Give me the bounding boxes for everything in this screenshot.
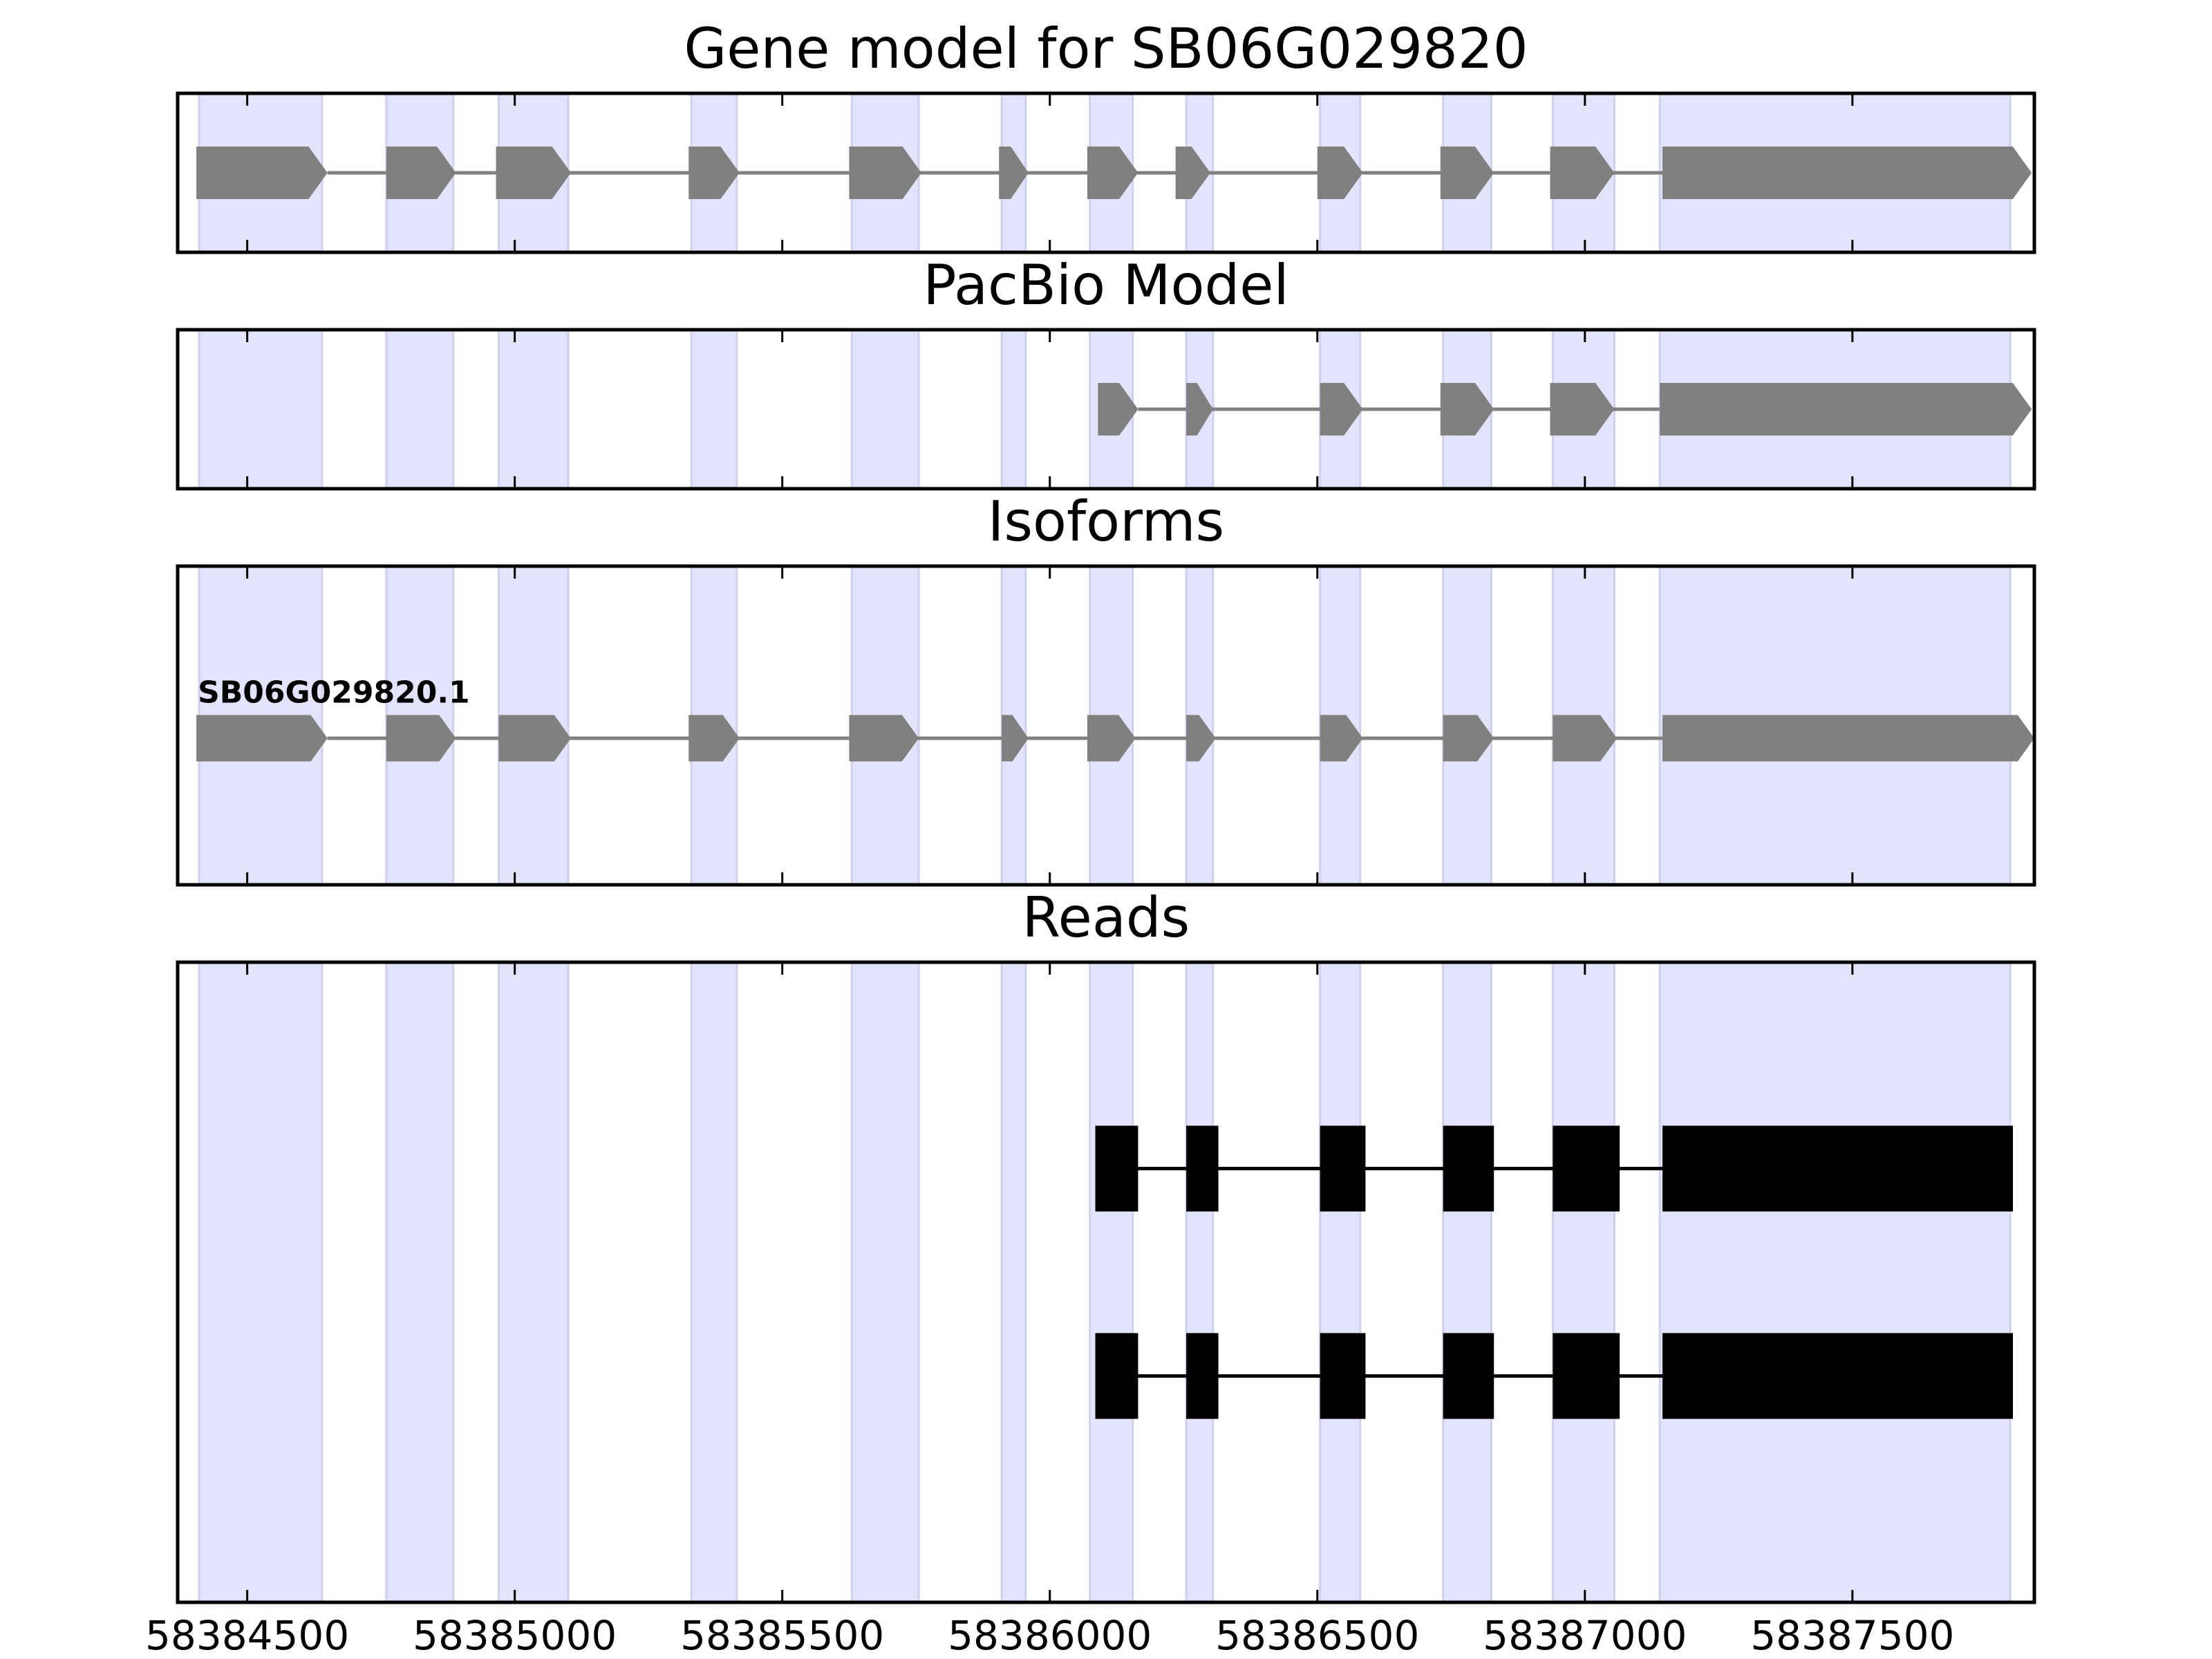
x-tick-label: 58385000 xyxy=(413,1612,617,1659)
exon-arrow xyxy=(1320,383,1363,435)
exon-arrow xyxy=(1550,147,1615,199)
exon-arrow xyxy=(1186,383,1213,435)
exon-shade-region xyxy=(198,328,324,490)
exon-shade-region xyxy=(1000,961,1027,1604)
panel-gene-model-for-sb06g029820: Gene model for SB06G029820 xyxy=(176,17,2036,254)
panel-frame xyxy=(176,91,2036,254)
read-exon-block xyxy=(1662,1333,2014,1419)
exon-arrow xyxy=(688,147,740,199)
exon-arrow xyxy=(498,715,571,762)
read-exon-block xyxy=(1443,1125,1494,1212)
panel-title: Isoforms xyxy=(988,489,1224,554)
panel-title: Gene model for SB06G029820 xyxy=(684,17,1528,81)
exon-arrow xyxy=(496,147,571,199)
read-track xyxy=(1095,1333,2014,1419)
exon-arrow xyxy=(849,715,919,762)
exon-shade-region xyxy=(1185,961,1215,1604)
exon-shade-region xyxy=(198,961,324,1604)
exon-shade-region xyxy=(690,328,738,490)
x-tick-label: 58387000 xyxy=(1483,1612,1687,1659)
exon-arrow xyxy=(1087,147,1138,199)
exon-shade-region xyxy=(497,961,570,1604)
exon-shade-region xyxy=(385,961,455,1604)
exon-shade-region xyxy=(1658,961,2012,1604)
exon-shade-region xyxy=(1442,961,1492,1604)
exon-arrow xyxy=(849,147,921,199)
read-exon-block xyxy=(1443,1333,1494,1419)
exon-arrow xyxy=(1087,715,1136,762)
panel-frame xyxy=(176,328,2036,491)
isoform-label: SB06G029820.1 xyxy=(198,675,470,710)
exon-shade-region xyxy=(1319,961,1362,1604)
exon-arrow xyxy=(386,147,456,199)
read-exon-block xyxy=(1095,1333,1138,1419)
panel-frame xyxy=(176,960,2036,1604)
exon-arrow xyxy=(999,147,1029,199)
exon-arrow xyxy=(1440,147,1494,199)
exon-arrow xyxy=(196,147,328,199)
x-tick-label: 58386000 xyxy=(948,1612,1152,1659)
read-exon-block xyxy=(1320,1125,1366,1212)
exon-arrow xyxy=(196,715,328,762)
x-tick-label: 58387500 xyxy=(1750,1612,1954,1659)
x-tick-label: 58385500 xyxy=(680,1612,884,1659)
panel-title: PacBio Model xyxy=(923,253,1288,317)
exon-arrow xyxy=(1320,715,1363,762)
read-exon-block xyxy=(1553,1125,1620,1212)
exon-shade-region xyxy=(850,961,920,1604)
panel-isoforms: SB06G029820.1 Isoforms xyxy=(176,489,2036,887)
exon-arrow xyxy=(1550,383,1615,435)
exon-arrow xyxy=(1553,715,1618,762)
exon-shade-region xyxy=(497,328,570,490)
read-exon-block xyxy=(1186,1125,1219,1212)
read-exon-block xyxy=(1320,1333,1366,1419)
transcript-track: SB06G029820.1 xyxy=(196,675,2034,762)
read-exon-block xyxy=(1553,1333,1620,1419)
transcript-track xyxy=(1098,383,2032,435)
x-tick-label: 58386500 xyxy=(1215,1612,1419,1659)
panel-reads: Reads xyxy=(176,885,2036,1604)
exon-arrow xyxy=(1440,383,1494,435)
read-exon-block xyxy=(1662,1125,2014,1212)
exon-arrow xyxy=(1660,383,2032,435)
exon-arrow xyxy=(1098,383,1138,435)
x-tick-label: 58384500 xyxy=(145,1612,349,1659)
panels: Gene model for SB06G029820 PacBio Model SB… xyxy=(176,17,2036,1604)
exon-arrow xyxy=(1443,715,1494,762)
exon-shade-region xyxy=(690,961,738,1604)
x-axis: 58384500 58385000 58385500 58386000 58386500… xyxy=(145,1612,1954,1659)
exon-arrow xyxy=(1317,147,1363,199)
exon-shade-region xyxy=(850,328,920,490)
panel-pacbio-model: PacBio Model xyxy=(176,253,2036,491)
exon-arrow xyxy=(1002,715,1029,762)
read-exon-block xyxy=(1095,1125,1138,1212)
exon-arrow xyxy=(1186,715,1216,762)
exon-arrow xyxy=(1662,147,2032,199)
exon-arrow xyxy=(386,715,456,762)
panel-frame xyxy=(176,564,2036,887)
exon-shade-region xyxy=(385,328,455,490)
exon-shade-region xyxy=(1089,961,1134,1604)
exon-arrow xyxy=(688,715,740,762)
exon-shade-region xyxy=(1551,961,1615,1604)
read-track xyxy=(1095,1125,2014,1212)
transcript-track xyxy=(196,147,2032,199)
exon-arrow xyxy=(1175,147,1210,199)
exon-arrow xyxy=(1662,715,2034,762)
read-exon-block xyxy=(1186,1333,1219,1419)
panel-title: Reads xyxy=(1022,885,1190,950)
exon-shade-region xyxy=(1000,328,1027,490)
